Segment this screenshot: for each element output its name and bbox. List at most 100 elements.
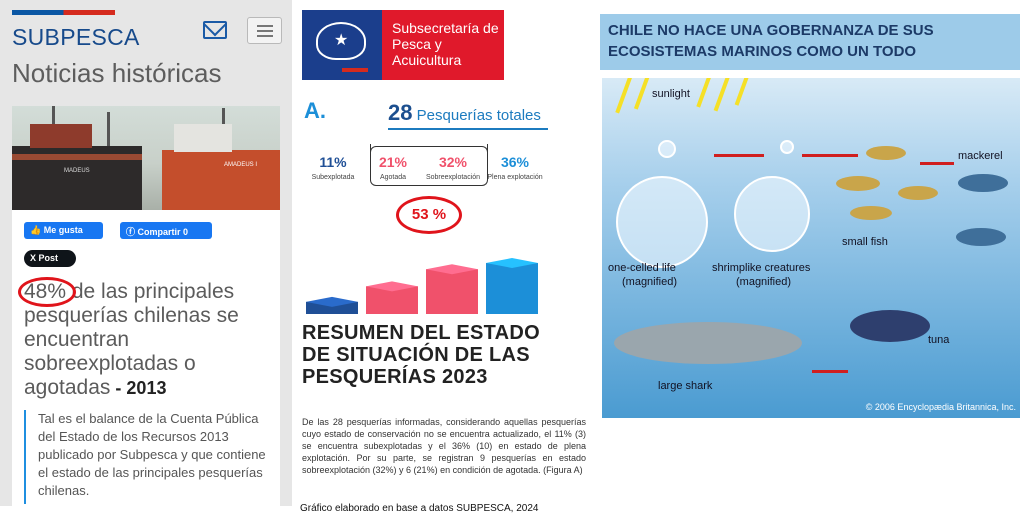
magnify-spot: [780, 140, 794, 154]
shark-icon: [614, 322, 802, 364]
stat-value: 11%: [319, 154, 347, 170]
sun-ray-icon: [696, 78, 712, 108]
small-fish-icon: [836, 176, 880, 191]
label-sunlight: sunlight: [652, 88, 690, 100]
report-body-text: De las 28 pesquerías informadas, conside…: [302, 417, 586, 475]
page-title: Noticias históricas: [12, 58, 222, 88]
boat-deck: [30, 124, 92, 148]
shrimplike-creatures-magnified: [734, 176, 810, 252]
chart-caption: Gráfico elaborado en base a datos SUBPES…: [300, 503, 539, 514]
label-shrimplike-magnified: (magnified): [736, 276, 792, 288]
bar-top-face: [306, 296, 358, 307]
label-mackerel: mackerel: [958, 150, 1003, 162]
boat-band: [12, 154, 142, 160]
mackerel-icon: [956, 228, 1006, 246]
subpesca-logo[interactable]: SUBPESCA: [12, 24, 140, 50]
facebook-like-button[interactable]: 👍 Me gusta: [24, 222, 103, 239]
mail-icon[interactable]: [203, 21, 227, 39]
x-post-button[interactable]: X Post: [24, 250, 76, 267]
total-fisheries: 28 Pesquerías totales: [388, 100, 541, 126]
menu-button[interactable]: [247, 17, 282, 44]
total-label: Pesquerías totales: [416, 107, 541, 124]
boat-mast: [107, 112, 110, 146]
grouping-bracket: [370, 144, 488, 186]
headline-text: de las principales pesquerías chilenas s…: [24, 280, 239, 399]
subpesca-news-screenshot: SUBPESCA Noticias históricas MADEUS AMAD…: [0, 0, 292, 506]
boat-name-text: AMADEUS I: [224, 162, 258, 168]
thumbs-up-icon: 👍: [30, 225, 44, 235]
stat-value: 32%: [438, 154, 468, 170]
label-one-celled-life: one-celled life: [608, 262, 676, 274]
fisheries-bar-chart: [306, 258, 538, 314]
stat-plena-explotacion: 36% Plena explotación: [484, 154, 546, 182]
report-header: Subsecretaría de Pesca y Acuicultura: [302, 10, 504, 80]
section-letter: A.: [304, 98, 326, 123]
marine-food-chain-panel: CHILE NO HACE UNA GOBERNANZA DE SUS ECOS…: [600, 0, 1024, 523]
flag-stripe: [12, 10, 115, 15]
stat-label: Subexplotada: [311, 174, 355, 181]
sun-ray-icon: [734, 78, 750, 106]
bar-top-face: [426, 264, 478, 275]
food-chain-arrow: [812, 370, 848, 373]
headline-year: 2013: [126, 378, 167, 398]
label-tuna: tuna: [928, 334, 950, 346]
label-large-shark: large shark: [658, 380, 713, 392]
sun-ray-icon: [633, 78, 651, 110]
boat-name-text: MADEUS: [64, 168, 90, 174]
coat-of-arms-icon: [316, 22, 366, 60]
combined-percentage-highlight: 53 %: [396, 196, 462, 234]
tuna-icon: [850, 310, 930, 342]
news-headline[interactable]: 48% de las principales pesquerías chilen…: [24, 280, 274, 400]
fisheries-report-excerpt: Subsecretaría de Pesca y Acuicultura A. …: [296, 0, 592, 523]
stat-label: Sobreexplotación: [425, 174, 481, 181]
label-one-celled-magnified: (magnified): [622, 276, 678, 288]
sun-ray-icon: [615, 78, 633, 114]
share-label: Compartir 0: [137, 227, 189, 237]
stat-value: 36%: [500, 154, 530, 170]
headline-separator: -: [110, 378, 127, 398]
red-highlight-circle: [18, 277, 76, 307]
facebook-icon: ⓕ: [126, 227, 138, 237]
label-shrimplike: shrimplike creatures: [712, 262, 811, 274]
black-boat: MADEUS: [12, 124, 142, 210]
magnify-spot: [658, 140, 676, 158]
stat-subexplotada: 11% Subexplotada: [302, 154, 364, 182]
report-title: RESUMEN DEL ESTADO DE SITUACIÓN DE LAS P…: [302, 322, 541, 388]
stat-sobreexplotacion: 32% Sobreexplotación: [422, 154, 484, 182]
stat-label: Plena explotación: [487, 174, 543, 181]
bar-top-face: [486, 258, 538, 268]
bar-top-face: [366, 281, 418, 292]
menu-bar: [257, 35, 273, 37]
orange-boat: AMADEUS I: [162, 124, 280, 210]
banner-title: CHILE NO HACE UNA GOBERNANZA DE SUS ECOS…: [600, 14, 1020, 70]
bar-plena-explotaci-n: [486, 263, 538, 314]
news-summary-quote: Tal es el balance de la Cuenta Pública d…: [24, 410, 278, 504]
bar-subexplotada: [306, 301, 358, 314]
total-number: 28: [388, 100, 413, 125]
logo-flag-stripe: [316, 68, 368, 72]
food-chain-arrow: [802, 154, 858, 157]
sun-ray-icon: [713, 78, 731, 112]
small-fish-icon: [866, 146, 906, 160]
menu-bar: [257, 30, 273, 32]
stat-agotada: 21% Agotada: [362, 154, 424, 182]
organization-name: Subsecretaría de Pesca y Acuicultura: [382, 10, 504, 80]
government-logo: [302, 10, 382, 80]
small-fish-icon: [850, 206, 892, 220]
bar-sobreexplotaci-n: [426, 269, 478, 314]
copyright-notice: © 2006 Encyclopædia Britannica, Inc.: [865, 402, 1016, 412]
fishing-boats-photo: MADEUS AMADEUS I: [12, 106, 280, 210]
menu-bar: [257, 25, 273, 27]
small-fish-icon: [898, 186, 938, 200]
news-card: MADEUS AMADEUS I 👍 Me gusta ⓕ Compartir …: [12, 106, 280, 506]
boat-deck: [174, 124, 232, 152]
food-chain-arrow: [920, 162, 954, 165]
stat-value: 21%: [378, 154, 408, 170]
stat-label: Agotada: [379, 174, 407, 181]
like-label: Me gusta: [43, 225, 83, 235]
food-chain-arrow: [714, 154, 764, 157]
food-chain-illustration: sunlight one-celled life (magnified) shr…: [602, 78, 1020, 418]
label-small-fish: small fish: [842, 236, 888, 248]
facebook-share-button[interactable]: ⓕ Compartir 0: [120, 222, 212, 239]
total-underline: [388, 128, 548, 130]
